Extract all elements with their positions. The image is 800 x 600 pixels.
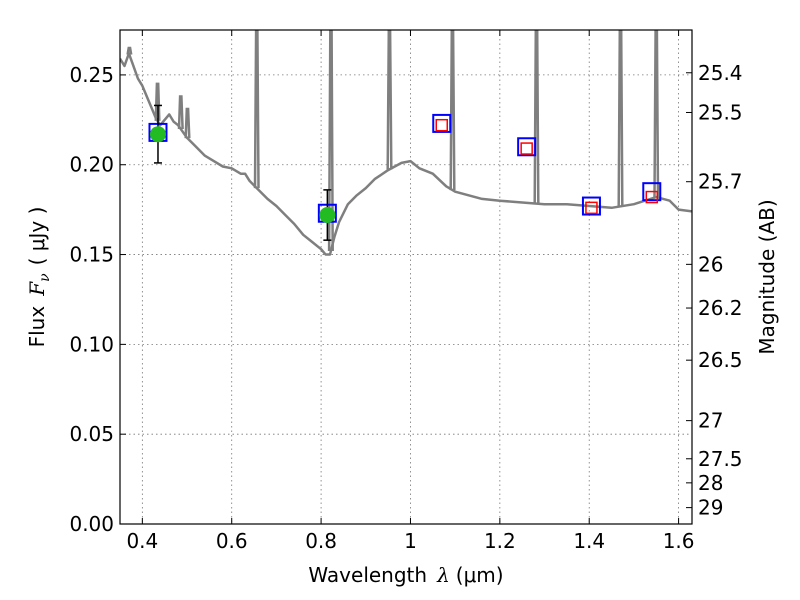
plot-frame — [119, 29, 693, 525]
emission-line — [533, 30, 540, 204]
y2-axis-title: Magnitude (AB) — [755, 199, 779, 354]
x-axis: 0.4 0.6 0.8 1 1.2 1.4 1.6 — [126, 30, 695, 553]
photometry-points — [148, 104, 662, 241]
x-tick-label: 1 — [404, 529, 417, 553]
mag-tick-label: 28 — [698, 471, 723, 495]
emission-line — [154, 82, 161, 121]
model-photometry-square — [432, 113, 452, 133]
emission-line — [126, 46, 133, 55]
emission-line — [653, 30, 660, 198]
x-tick-label: 1.2 — [484, 529, 516, 553]
upper-limit-square — [520, 142, 533, 155]
y-tick-label: 0.05 — [69, 422, 114, 446]
x-axis-symbol: λ — [436, 563, 450, 587]
y-tick-label: 0.25 — [69, 63, 114, 87]
x-tick-label: 0.4 — [126, 529, 158, 553]
model-photometry-square — [581, 196, 601, 216]
upper-limit-square — [585, 201, 598, 215]
upper-limit-square — [435, 118, 448, 132]
y-tick-label: 0.00 — [69, 512, 114, 536]
mag-tick-label: 26.2 — [698, 296, 743, 320]
y-axis-unit: ( μJy ) — [25, 207, 49, 266]
detection-point — [149, 126, 166, 143]
emission-line — [253, 30, 260, 189]
x-axis-title: Wavelength λ (μm) — [308, 563, 503, 587]
mag-tick-label: 27 — [698, 409, 723, 433]
emission-line — [449, 30, 456, 191]
mag-tick-label: 25.4 — [698, 61, 743, 85]
x-tick-label: 1.4 — [573, 529, 605, 553]
model-photometry-square — [517, 137, 537, 157]
mag-tick-label: 25.7 — [698, 170, 743, 194]
emission-line — [617, 30, 624, 207]
plot-background — [120, 30, 692, 524]
model-photometry-square — [642, 182, 662, 202]
x-axis-label: Wavelength — [308, 563, 427, 587]
model-spectrum-line — [120, 52, 692, 256]
upper-limit-square — [645, 190, 659, 204]
x-tick-label: 1.6 — [663, 529, 695, 553]
mag-tick-label: 26.5 — [698, 348, 743, 372]
emission-line — [184, 107, 191, 139]
y-tick-label: 0.20 — [69, 153, 114, 177]
mag-tick-label: 27.5 — [698, 447, 743, 471]
mag-tick-label: 26 — [698, 252, 723, 276]
model-spectrum — [120, 30, 692, 256]
y-axis-label: Flux — [25, 306, 49, 348]
emission-line — [327, 30, 334, 252]
y-tick-label: 0.10 — [69, 332, 114, 356]
mag-tick-label: 25.5 — [698, 100, 743, 124]
x-tick-label: 0.8 — [305, 529, 337, 553]
detection-point — [319, 207, 336, 224]
x-tick-label: 0.6 — [216, 529, 248, 553]
mag-tick-label: 29 — [698, 496, 723, 520]
y-axis-subscript: ν — [37, 273, 53, 282]
y-axis-left: 0.00 0.05 0.10 0.15 0.20 0.25 — [69, 63, 126, 536]
emission-line — [177, 95, 184, 130]
x-axis-unit: (μm) — [456, 563, 504, 587]
y-axis-symbol: F — [25, 281, 49, 297]
y-tick-label: 0.15 — [69, 243, 114, 267]
emission-line — [386, 30, 393, 170]
y-axis-title: Flux Fν ( μJy ) — [25, 207, 53, 348]
